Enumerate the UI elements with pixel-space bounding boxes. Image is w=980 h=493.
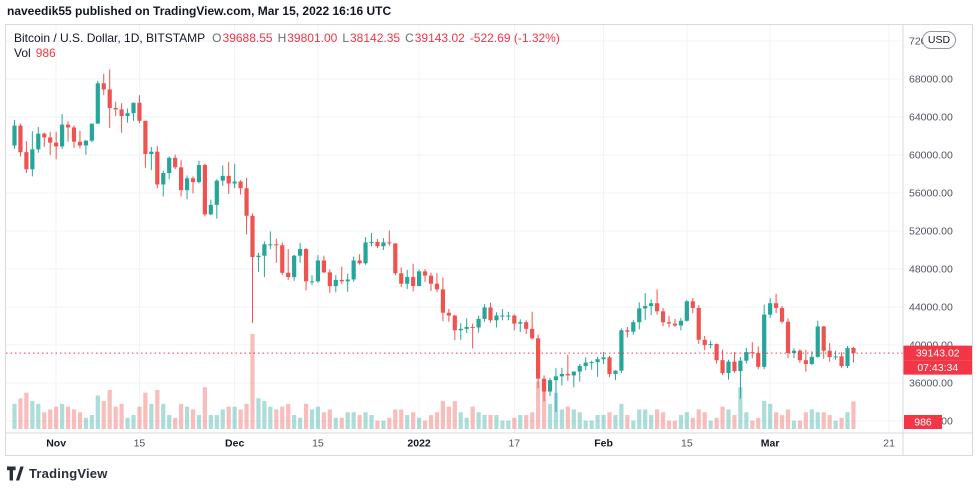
svg-text:44000.00: 44000.00 [909,302,953,314]
ohlc-high: H 39801.00 [278,31,338,46]
chart-legend: Bitcoin / U.S. Dollar, 1D, BITSTAMP O 396… [14,31,560,61]
volume-row: Vol 986 [14,46,560,61]
tradingview-logo-text[interactable]: TradingView [29,466,108,481]
ohlc-close-label: C [405,31,414,45]
svg-text:986: 986 [914,417,932,429]
svg-text:Feb: Feb [594,438,613,450]
attribution-text: naveedik55 published on TradingView.com,… [7,4,392,18]
svg-text:39143.02: 39143.02 [916,348,960,360]
ohlc-open-label: O [212,31,222,45]
ohlc-high-label: H [277,31,287,45]
svg-text:36000.00: 36000.00 [909,378,953,390]
svg-text:64000.00: 64000.00 [909,112,953,124]
svg-text:68000.00: 68000.00 [909,74,953,86]
svg-text:Dec: Dec [225,438,244,450]
ohlc-open: O 39688.55 [212,31,272,46]
svg-text:17: 17 [508,438,520,450]
svg-text:56000.00: 56000.00 [909,188,953,200]
svg-text:07:43:34: 07:43:34 [917,362,958,374]
footer: TradingView [7,466,108,481]
chart-card: 72000.0068000.0064000.0060000.0056000.00… [5,24,973,456]
volume-value: 986 [35,46,56,60]
ohlc-low-value: 38142.35 [350,31,401,45]
price-axis[interactable] [903,25,972,433]
svg-text:21: 21 [883,438,895,450]
svg-text:52000.00: 52000.00 [909,226,953,238]
symbol-ohlc-row: Bitcoin / U.S. Dollar, 1D, BITSTAMP O 396… [14,31,560,46]
candlestick-chart[interactable]: 72000.0068000.0064000.0060000.0056000.00… [6,25,972,455]
svg-text:Nov: Nov [46,438,66,450]
svg-text:2022: 2022 [407,438,431,450]
currency-toggle-button[interactable]: USD [922,31,956,49]
ohlc-low: L 38142.35 [342,31,400,46]
svg-text:Mar: Mar [761,438,780,450]
svg-text:48000.00: 48000.00 [909,264,953,276]
symbol-title[interactable]: Bitcoin / U.S. Dollar, 1D, BITSTAMP [14,31,206,45]
tradingview-logo-icon[interactable] [7,466,24,481]
time-axis[interactable] [6,433,903,455]
ohlc-close-value: 39143.02 [414,31,465,45]
ohlc-open-value: 39688.55 [222,31,273,45]
svg-text:15: 15 [312,438,324,450]
change-value: -522.69 (-1.32%) [469,31,560,45]
svg-text:15: 15 [134,438,146,450]
svg-text:60000.00: 60000.00 [909,150,953,162]
volume-label: Vol [14,46,31,60]
ohlc-close: C 39143.02 [405,31,465,46]
svg-text:15: 15 [681,438,693,450]
ohlc-low-label: L [342,31,349,45]
ohlc-high-value: 39801.00 [287,31,338,45]
